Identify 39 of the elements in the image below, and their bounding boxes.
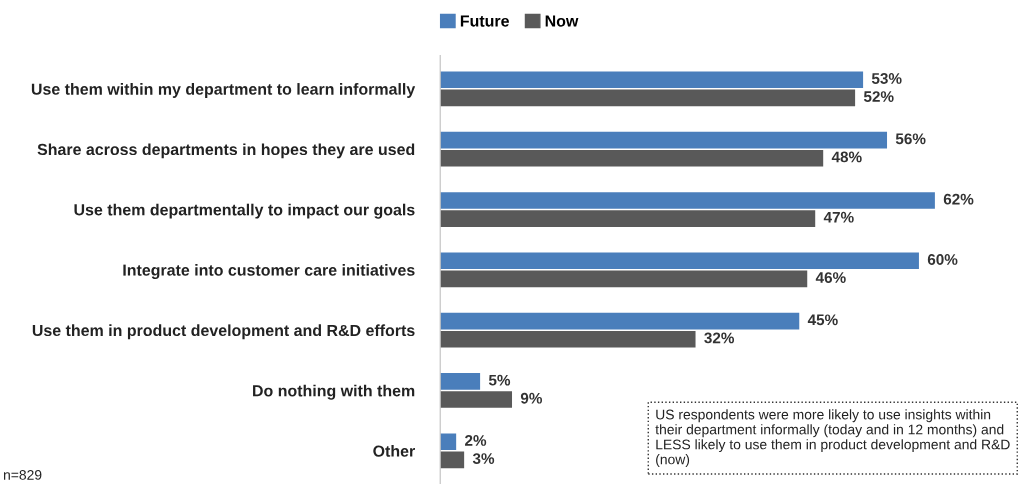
bar (440, 252, 919, 270)
bar (440, 89, 856, 107)
data-label: 9% (520, 392, 543, 404)
bar (440, 312, 800, 330)
text: n=829 (3, 469, 42, 480)
data-label: 52% (863, 91, 894, 102)
data-label: 2% (465, 435, 487, 446)
bar (440, 149, 824, 167)
data-label: 56% (895, 133, 926, 145)
data-label: 62% (943, 193, 974, 205)
annotation: US respondents were more likely to use insights within their department informally (today and in 12 months) and LESS likely to use them in product development and R&D (now) (655, 409, 1010, 468)
y-tick-label: Use them departmentally to impact our goals (74, 203, 415, 219)
y-tick-label: Use them in product development and R&D efforts (32, 324, 415, 340)
legend-label: Now (545, 15, 579, 27)
bar (440, 451, 465, 469)
bar (440, 71, 864, 89)
data-label: 47% (823, 211, 854, 223)
data-label: 53% (871, 73, 902, 84)
data-label: 48% (831, 151, 862, 163)
y-tick-label: Integrate into customer care initiatives (123, 264, 415, 279)
data-label: 3% (472, 453, 495, 464)
y-tick-label: Use them within my department to learn informally (31, 83, 416, 98)
bar (440, 391, 513, 408)
bar (440, 192, 935, 209)
bar (440, 131, 888, 149)
bar (440, 210, 816, 227)
data-label: 5% (488, 374, 511, 386)
y-tick-label: Other (373, 445, 415, 457)
data-label: 32% (704, 332, 735, 344)
data-label: 46% (815, 272, 846, 283)
data-label: 45% (807, 314, 838, 326)
bar (440, 433, 457, 451)
legend-label: Future (460, 15, 509, 27)
bar (440, 330, 696, 348)
data-label: 60% (927, 254, 958, 265)
bar (440, 373, 481, 390)
y-tick-label: Do nothing with them (253, 384, 415, 400)
bar (440, 270, 808, 288)
y-tick-label: Share across departments in hopes they are used (37, 143, 415, 159)
